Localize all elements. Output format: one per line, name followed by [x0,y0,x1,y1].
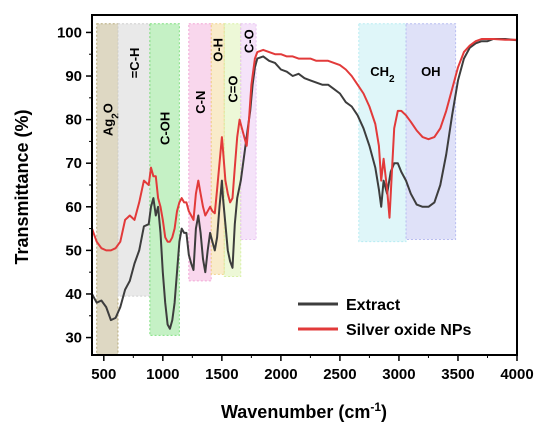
x-tick-label-4000: 4000 [500,366,533,383]
series-line-silver-oxide-nps [91,38,517,252]
y-tick-label-70: 70 [65,155,82,172]
y-tick-label-40: 40 [65,286,82,303]
legend: Extract Silver oxide NPs [298,297,471,339]
band-label-1: =C-H [127,48,142,79]
x-axis-title-end: ) [381,402,387,422]
legend-label-extract: Extract [346,297,401,314]
band-label-tail-0: O [100,103,115,113]
band-label-8: OH [421,64,441,79]
band-1 [117,23,151,297]
y-tick-label-60: 60 [65,199,82,216]
series-line-extract [91,38,518,330]
x-tick-label-500: 500 [91,366,116,383]
x-tick-label-3500: 3500 [441,366,474,383]
x-tick-label-1500: 1500 [205,366,238,383]
x-axis-title: Wavenumber (cm-1) [221,400,387,422]
y-tick-label-50: 50 [65,242,82,259]
band-label-sub-0: 2 [110,113,121,119]
band-0 [96,23,119,356]
y-tick-label-80: 80 [65,112,82,129]
band-label-5: C=O [225,76,240,103]
y-axis-ticks: 30 40 50 60 70 80 90 100 [57,24,92,347]
band-label-6: C-O [241,29,256,53]
x-axis-ticks: 500 1000 1500 2000 2500 3000 3500 4000 [91,355,534,383]
x-tick-label-2500: 2500 [323,366,356,383]
band-label-2: C-OH [158,112,173,145]
band-label-3: C-N [193,91,208,114]
band-label-sub-7: 2 [389,74,395,85]
band-8 [405,23,457,240]
band-label-4: O-H [211,38,226,62]
x-tick-label-1000: 1000 [146,366,179,383]
y-tick-label-100: 100 [57,24,82,41]
y-tick-label-30: 30 [65,330,82,347]
x-tick-label-3000: 3000 [382,366,415,383]
legend-label-silver-oxide-nps: Silver oxide NPs [346,322,471,339]
x-axis-title-main: Wavenumber (cm [221,402,370,422]
x-axis-title-sup: -1 [370,400,381,414]
y-axis-title: Transmittance (%) [12,109,32,264]
series-group [91,38,518,330]
x-tick-label-2000: 2000 [264,366,297,383]
band-7 [358,23,407,243]
y-tick-label-90: 90 [65,68,82,85]
